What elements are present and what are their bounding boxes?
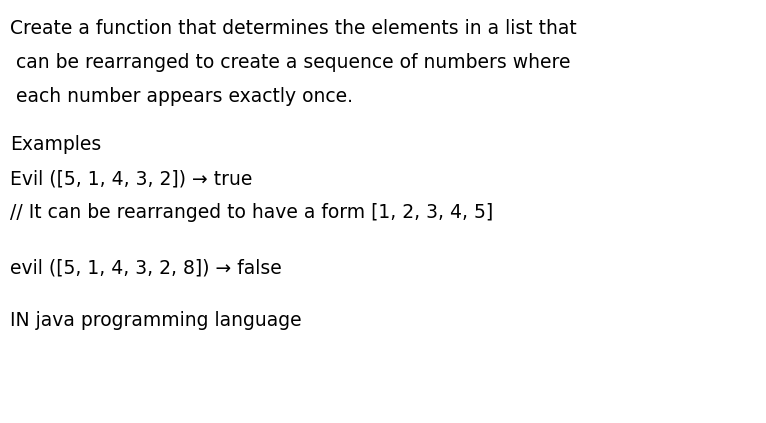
Text: IN java programming language: IN java programming language [10,311,302,330]
Text: can be rearranged to create a sequence of numbers where: can be rearranged to create a sequence o… [10,53,571,72]
Text: each number appears exactly once.: each number appears exactly once. [10,87,353,106]
Text: evil ([5, 1, 4, 3, 2, 8]) → false: evil ([5, 1, 4, 3, 2, 8]) → false [10,258,282,277]
Text: Examples: Examples [10,135,101,154]
Text: Evil ([5, 1, 4, 3, 2]) → true: Evil ([5, 1, 4, 3, 2]) → true [10,169,252,188]
Text: // It can be rearranged to have a form [1, 2, 3, 4, 5]: // It can be rearranged to have a form [… [10,203,493,222]
Text: Create a function that determines the elements in a list that: Create a function that determines the el… [10,19,577,38]
